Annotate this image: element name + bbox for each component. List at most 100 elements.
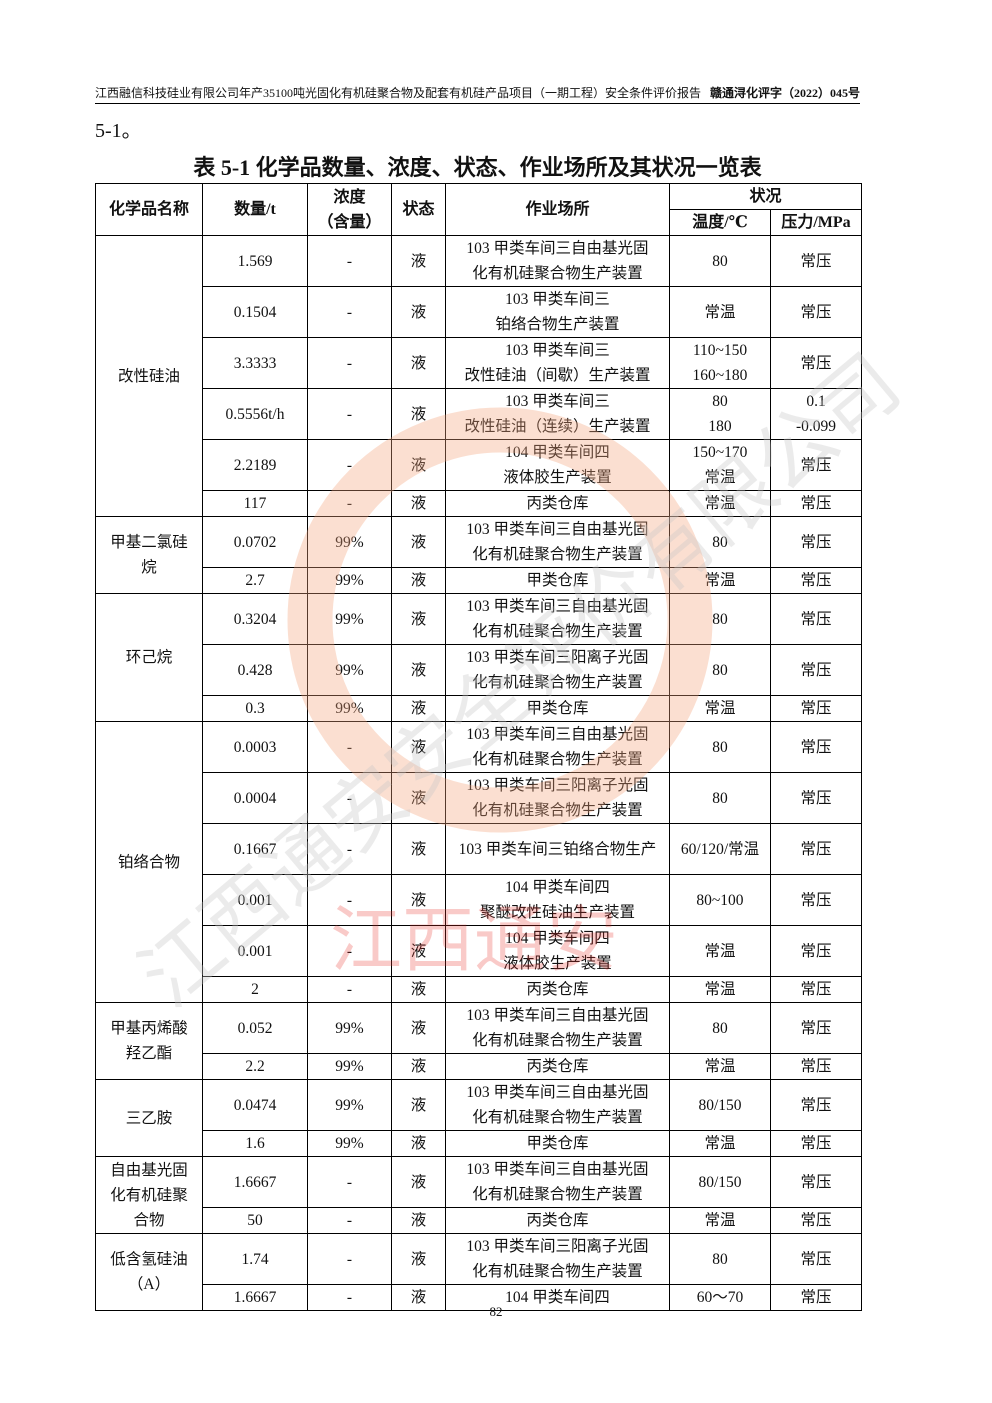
cell-conc: - — [307, 235, 392, 287]
table-row: 0.3 99% 液甲类仓库 常温 常压 — [96, 695, 863, 722]
cell-temp: 80 — [669, 516, 771, 568]
cell-pressure: 常压 — [769, 695, 863, 722]
table-row: 0.5556t/h - 液 103 甲类车间三 改性硅油（连续）生产装置 80 180 0… — [96, 388, 863, 440]
cell-qty: 1.6667 — [202, 1284, 308, 1311]
cell-pressure: 常压 — [769, 490, 863, 517]
cell-pressure: 常压 — [769, 772, 863, 824]
cell-qty: 0.3 — [202, 695, 308, 722]
cell-qty: 0.428 — [202, 644, 308, 696]
cell-state: 液 — [391, 439, 446, 491]
cell-qty: 2.2 — [202, 1053, 308, 1080]
cell-state: 液 — [391, 1233, 446, 1285]
table-row: 3.3333- 液 103 甲类车间三 改性硅油（间歇）生产装置 110~150 16… — [96, 337, 863, 389]
cell-qty: 2.7 — [202, 567, 308, 594]
cell-pressure: 常压 — [769, 1233, 863, 1285]
cell-state: 液 — [391, 772, 446, 824]
cell-conc: - — [307, 439, 392, 491]
cell-place: 103 甲类车间三自由基光固 化有机硅聚合物生产装置 — [445, 1079, 670, 1131]
cell-place: 103 甲类车间三铂络合物生产 — [445, 823, 670, 875]
cell-conc: - — [307, 1233, 392, 1285]
cell-pressure: 常压 — [769, 567, 863, 594]
cell-conc: - — [307, 1284, 392, 1311]
cell-place: 103 甲类车间三阳离子光固 化有机硅聚合物生产装置 — [445, 1233, 670, 1285]
cell-temp: 常温 — [669, 695, 771, 722]
cell-pressure: 常压 — [769, 1053, 863, 1080]
cell-pressure: 常压 — [769, 516, 863, 568]
cell-pressure: 常压 — [769, 1156, 863, 1208]
page-header: 江西融信科技硅业有限公司年产35100吨光固化有机硅聚合物及配套有机硅产品项目（… — [95, 84, 860, 104]
col-pressure: 压力/MPa — [769, 209, 863, 236]
cell-conc: 99% — [307, 695, 392, 722]
cell-temp: 80 — [669, 1002, 771, 1054]
cell-conc: 99% — [307, 516, 392, 568]
cell-pressure: 常压 — [769, 1284, 863, 1311]
col-state: 状态 — [391, 183, 446, 236]
page-number: 82 — [489, 1304, 503, 1319]
cell-state: 液 — [391, 976, 446, 1003]
cell-qty: 1.569 — [202, 235, 308, 287]
table-row: 0.428 99% 液 103 甲类车间三阳离子光固 化有机硅聚合物生产装置 80 常压 — [96, 644, 863, 696]
cell-qty: 1.6 — [202, 1130, 308, 1157]
cell-pressure: 常压 — [769, 337, 863, 389]
cell-state: 液 — [391, 874, 446, 926]
cell-place: 103 甲类车间三阳离子光固 化有机硅聚合物生产装置 — [445, 772, 670, 824]
cell-qty: 2.2189 — [202, 439, 308, 491]
cell-place: 103 甲类车间三 改性硅油（连续）生产装置 — [445, 388, 670, 440]
cell-temp: 80 — [669, 772, 771, 824]
cell-qty: 1.74 — [202, 1233, 308, 1285]
cell-place: 103 甲类车间三 铂络合物生产装置 — [445, 286, 670, 338]
cell-pressure: 常压 — [769, 286, 863, 338]
cell-pressure: 常压 — [769, 235, 863, 287]
cell-conc: 99% — [307, 1002, 392, 1054]
table-row: 50- 液丙类仓库 常温 常压 — [96, 1207, 863, 1234]
cell-state: 液 — [391, 567, 446, 594]
cell-pressure: 常压 — [769, 976, 863, 1003]
cell-temp: 80 — [669, 593, 771, 645]
cell-qty: 0.001 — [202, 874, 308, 926]
cell-state: 液 — [391, 1156, 446, 1208]
table-row: 甲基丙烯酸 羟乙酯 0.052 99% 液 103 甲类车间三自由基光固 化有机硅聚合物… — [95, 1002, 863, 1080]
cell-place: 103 甲类车间三自由基光固 化有机硅聚合物生产装置 — [445, 721, 670, 773]
cell-temp: 常温 — [669, 976, 771, 1003]
cell-state: 液 — [391, 235, 446, 287]
cell-pressure: 常压 — [769, 823, 863, 875]
cell-place: 103 甲类车间三自由基光固 化有机硅聚合物生产装置 — [445, 593, 670, 645]
cell-place: 103 甲类车间三自由基光固 化有机硅聚合物生产装置 — [445, 516, 670, 568]
cell-state: 液 — [391, 490, 446, 517]
cell-qty: 0.0003 — [202, 721, 308, 773]
chemical-name: 铂络合物 — [95, 721, 203, 1003]
cell-state: 液 — [391, 1207, 446, 1234]
cell-qty: 0.0004 — [202, 772, 308, 824]
cell-temp: 80 180 — [669, 388, 771, 440]
cell-conc: - — [307, 925, 392, 977]
col-name: 化学品名称 — [95, 183, 203, 236]
cell-qty: 0.1504 — [202, 286, 308, 338]
chemical-name: 三乙胺 — [95, 1079, 203, 1157]
cell-place: 104 甲类车间四 液体胶生产装置 — [445, 925, 670, 977]
cell-conc: - — [307, 286, 392, 338]
cell-conc: 99% — [307, 1079, 392, 1131]
cell-conc: - — [307, 337, 392, 389]
lead-text: 5-1。 — [95, 120, 142, 142]
cell-place: 104 甲类车间四 — [445, 1284, 670, 1311]
cell-temp: 常温 — [669, 1207, 771, 1234]
cell-state: 液 — [391, 925, 446, 977]
cell-qty: 0.001 — [202, 925, 308, 977]
report-code: 赣通浔化评字（2022）045号 — [709, 86, 860, 100]
cell-conc: - — [307, 388, 392, 440]
cell-state: 液 — [391, 1002, 446, 1054]
cell-temp: 常温 — [669, 490, 771, 517]
cell-conc: - — [307, 490, 392, 517]
cell-temp: 80 — [669, 644, 771, 696]
cell-state: 液 — [391, 388, 446, 440]
chemical-name: 甲基二氯硅 烷 — [95, 516, 203, 594]
table-row: 三乙胺 0.0474 99% 液 103 甲类车间三自由基光固 化有机硅聚合物生产装置 8… — [95, 1079, 863, 1157]
cell-place: 103 甲类车间三自由基光固 化有机硅聚合物生产装置 — [445, 235, 670, 287]
table-row: 0.001- 液 104 甲类车间四 聚醚改性硅油生产装置 80~100 常压 — [96, 874, 863, 926]
table-row: 117- 液丙类仓库 常温 常压 — [96, 490, 863, 517]
table-row: 1.6 99% 液甲类仓库 常温 常压 — [96, 1130, 863, 1157]
cell-place: 103 甲类车间三自由基光固 化有机硅聚合物生产装置 — [445, 1002, 670, 1054]
cell-place: 104 甲类车间四 液体胶生产装置 — [445, 439, 670, 491]
cell-qty: 1.6667 — [202, 1156, 308, 1208]
cell-temp: 常温 — [669, 567, 771, 594]
